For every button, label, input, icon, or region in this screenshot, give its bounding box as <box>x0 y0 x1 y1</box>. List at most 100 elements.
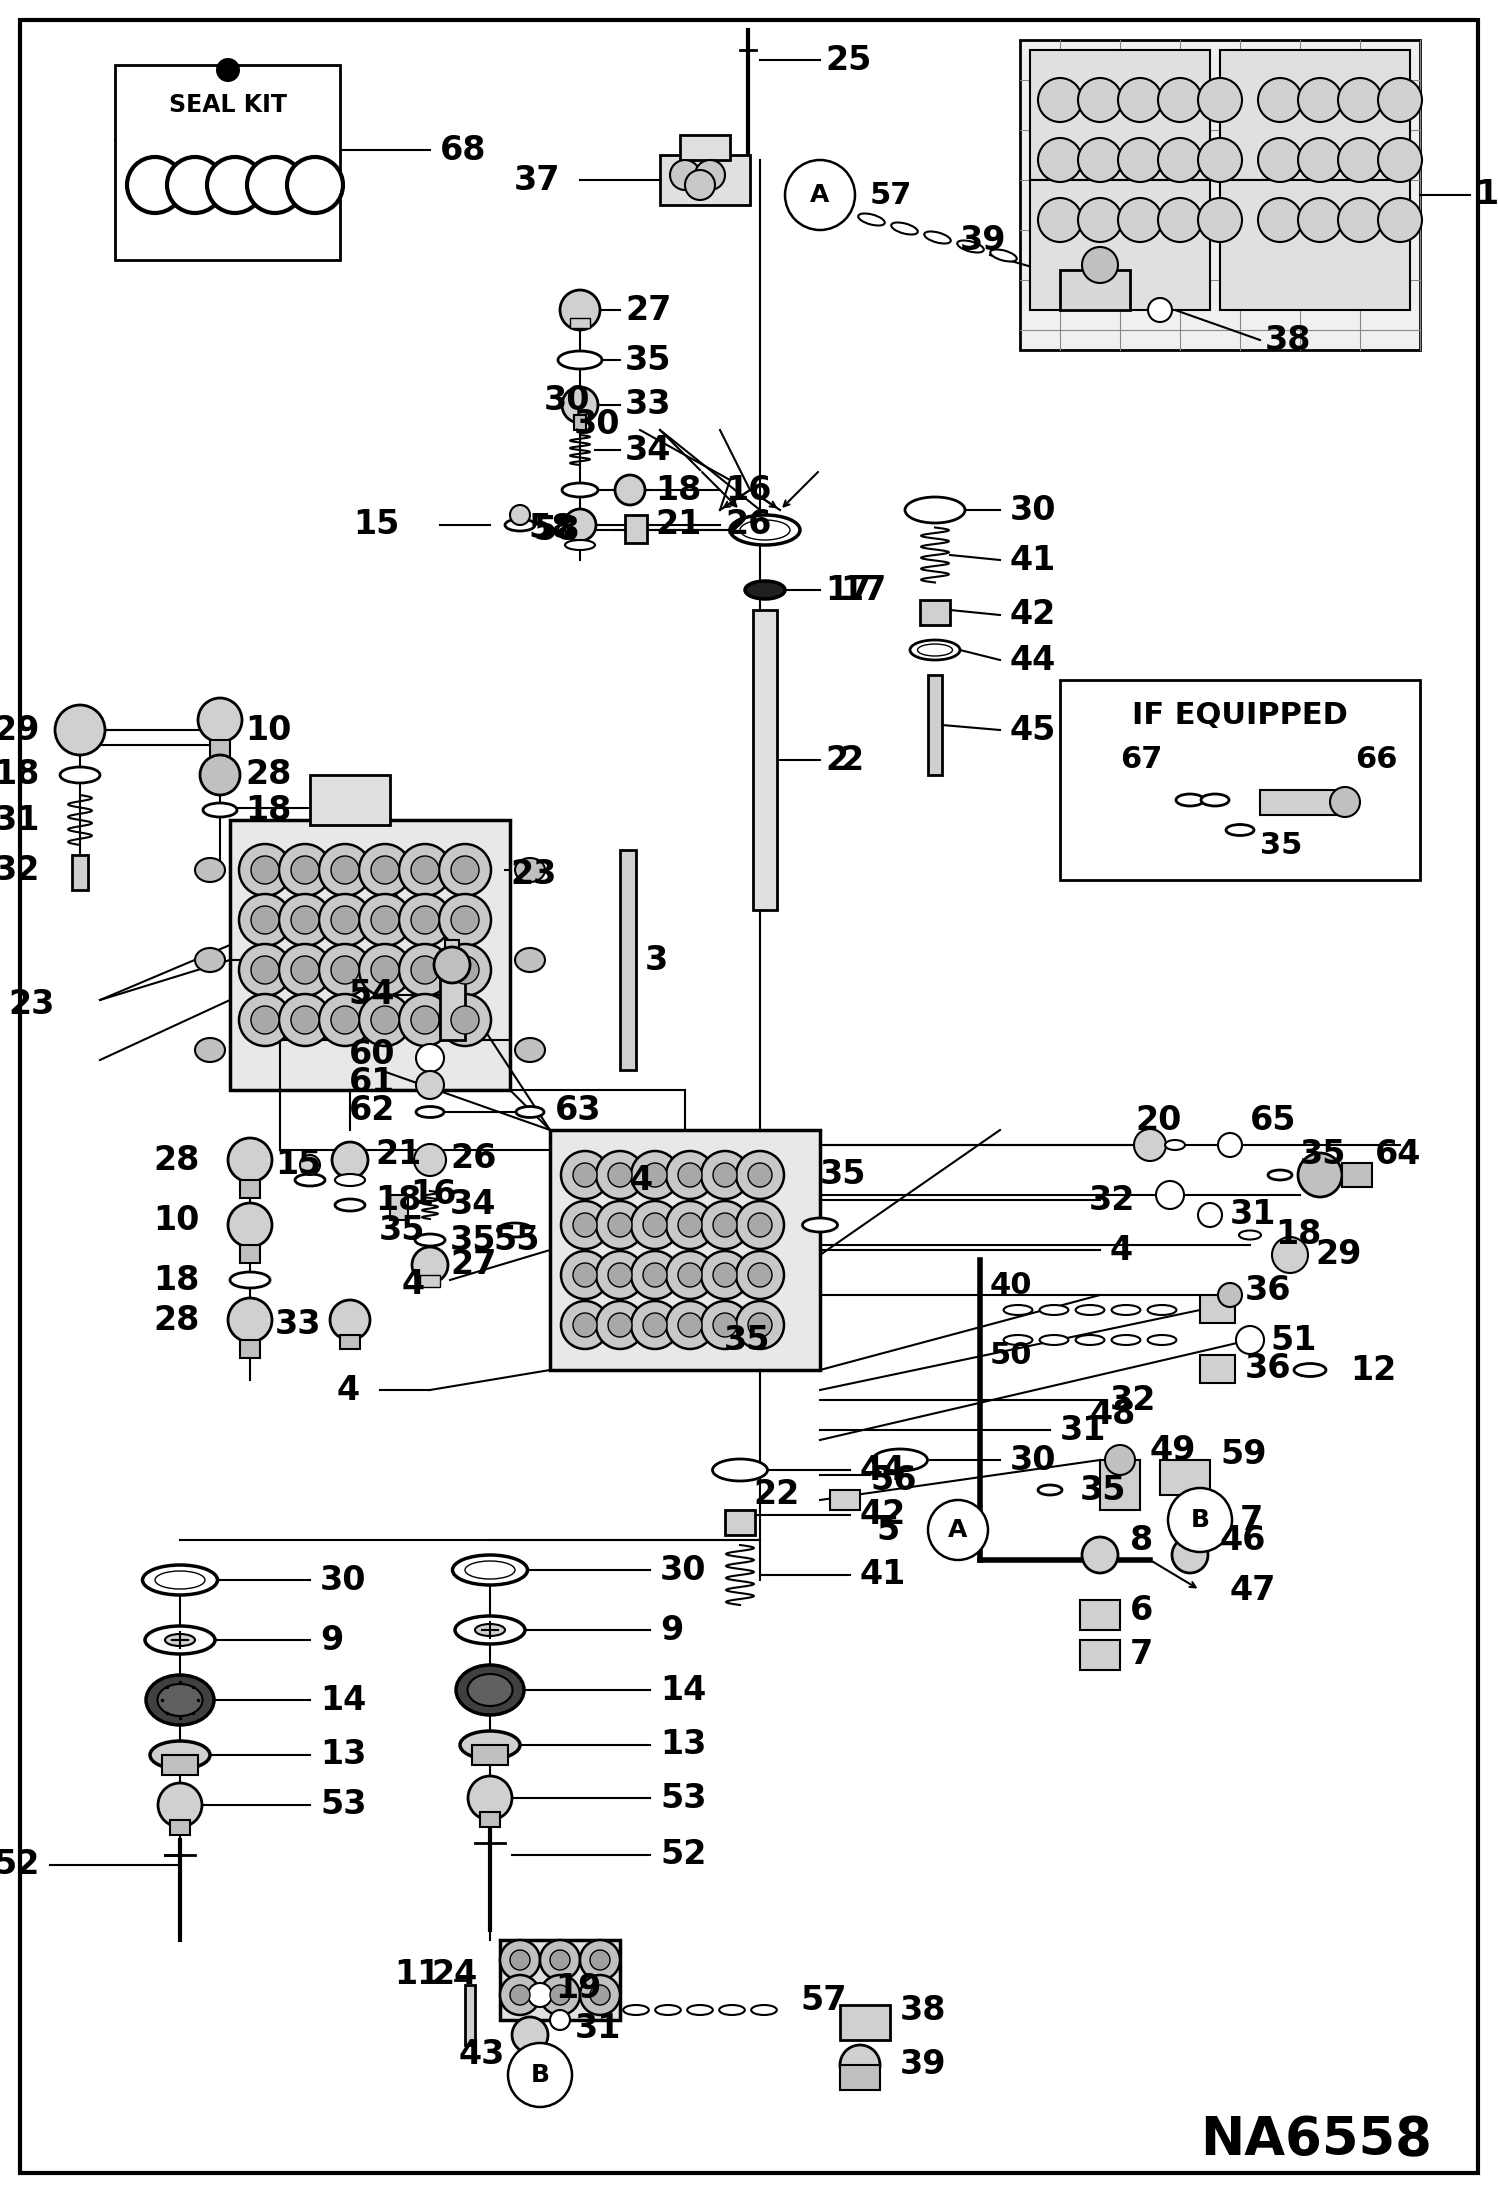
Text: 31: 31 <box>0 803 40 836</box>
Bar <box>840 2066 879 2090</box>
Ellipse shape <box>142 1566 217 1594</box>
Circle shape <box>1118 197 1162 241</box>
Text: 39: 39 <box>900 2048 947 2081</box>
Text: 7: 7 <box>1129 1638 1153 1671</box>
Text: 9: 9 <box>321 1623 343 1656</box>
Circle shape <box>590 1985 610 2004</box>
Ellipse shape <box>460 1730 520 1759</box>
Bar <box>1159 1461 1210 1496</box>
Circle shape <box>252 1007 279 1035</box>
Text: 7: 7 <box>1240 1504 1263 1537</box>
Text: 17: 17 <box>825 575 872 607</box>
Circle shape <box>643 1162 667 1186</box>
Circle shape <box>252 956 279 985</box>
Circle shape <box>631 1202 679 1250</box>
Text: 25: 25 <box>825 44 872 77</box>
Text: 31: 31 <box>575 2011 622 2044</box>
Circle shape <box>643 1263 667 1287</box>
Circle shape <box>1198 138 1242 182</box>
Circle shape <box>412 1248 448 1283</box>
Text: 66: 66 <box>1356 746 1398 774</box>
Text: 2: 2 <box>840 743 863 776</box>
Circle shape <box>560 289 601 329</box>
Ellipse shape <box>515 1037 545 1061</box>
Bar <box>340 1336 360 1349</box>
Circle shape <box>1156 1182 1183 1208</box>
Ellipse shape <box>1225 825 1254 836</box>
Ellipse shape <box>1040 1336 1068 1344</box>
Text: 65: 65 <box>1249 1103 1296 1136</box>
Text: 52: 52 <box>661 1838 707 1871</box>
Ellipse shape <box>154 1570 205 1590</box>
Circle shape <box>240 844 291 897</box>
Bar <box>440 969 464 1039</box>
Circle shape <box>291 956 319 985</box>
Circle shape <box>372 906 398 934</box>
Ellipse shape <box>1165 1140 1185 1149</box>
Ellipse shape <box>452 1555 527 1586</box>
Bar <box>1200 1355 1234 1384</box>
Circle shape <box>331 906 360 934</box>
Circle shape <box>713 1213 737 1237</box>
Circle shape <box>439 844 491 897</box>
Circle shape <box>398 895 451 945</box>
Circle shape <box>1158 79 1201 123</box>
Text: 30: 30 <box>1010 493 1056 526</box>
Text: 53: 53 <box>321 1789 367 1822</box>
Bar <box>1219 180 1410 309</box>
Text: 47: 47 <box>1230 1575 1276 1607</box>
Circle shape <box>643 1314 667 1338</box>
Ellipse shape <box>565 539 595 550</box>
Bar <box>1100 1461 1140 1511</box>
Circle shape <box>667 1250 715 1298</box>
Circle shape <box>1147 298 1171 322</box>
Text: 42: 42 <box>1010 599 1056 632</box>
Text: 58: 58 <box>529 511 575 544</box>
Circle shape <box>512 2018 548 2053</box>
Text: 38: 38 <box>1264 325 1312 357</box>
Circle shape <box>840 2046 879 2086</box>
Circle shape <box>416 1044 443 1072</box>
Circle shape <box>748 1213 771 1237</box>
Circle shape <box>509 1950 530 1969</box>
Circle shape <box>1338 197 1383 241</box>
Circle shape <box>701 1151 749 1200</box>
Circle shape <box>550 2011 571 2031</box>
Text: 4: 4 <box>1110 1232 1132 1268</box>
Circle shape <box>701 1300 749 1349</box>
Bar <box>1031 50 1210 180</box>
Circle shape <box>500 1976 539 2015</box>
Text: 19: 19 <box>554 1972 601 2004</box>
Ellipse shape <box>1176 794 1204 807</box>
Circle shape <box>410 906 439 934</box>
Circle shape <box>1297 138 1342 182</box>
Bar <box>169 1820 190 1836</box>
Circle shape <box>550 1950 571 1969</box>
Text: 4: 4 <box>337 1373 360 1406</box>
Text: 35: 35 <box>819 1158 866 1191</box>
Circle shape <box>736 1151 783 1200</box>
Circle shape <box>748 1162 771 1186</box>
Circle shape <box>1118 79 1162 123</box>
Bar <box>72 855 88 890</box>
Text: 34: 34 <box>625 434 671 467</box>
Bar <box>625 515 647 544</box>
Circle shape <box>679 1314 703 1338</box>
Text: 31: 31 <box>1230 1200 1276 1232</box>
Circle shape <box>1378 197 1422 241</box>
Text: 60: 60 <box>349 1039 395 1072</box>
Bar <box>1080 1640 1121 1671</box>
Circle shape <box>252 906 279 934</box>
Text: 30: 30 <box>661 1553 707 1586</box>
Circle shape <box>360 943 410 996</box>
Text: 33: 33 <box>625 388 671 421</box>
Circle shape <box>127 158 183 213</box>
Circle shape <box>1134 1129 1165 1160</box>
Circle shape <box>1297 197 1342 241</box>
Circle shape <box>252 855 279 884</box>
Text: 18: 18 <box>0 759 40 792</box>
Bar <box>1342 1162 1372 1186</box>
Circle shape <box>300 1156 321 1175</box>
Ellipse shape <box>745 581 785 599</box>
Circle shape <box>596 1250 644 1298</box>
